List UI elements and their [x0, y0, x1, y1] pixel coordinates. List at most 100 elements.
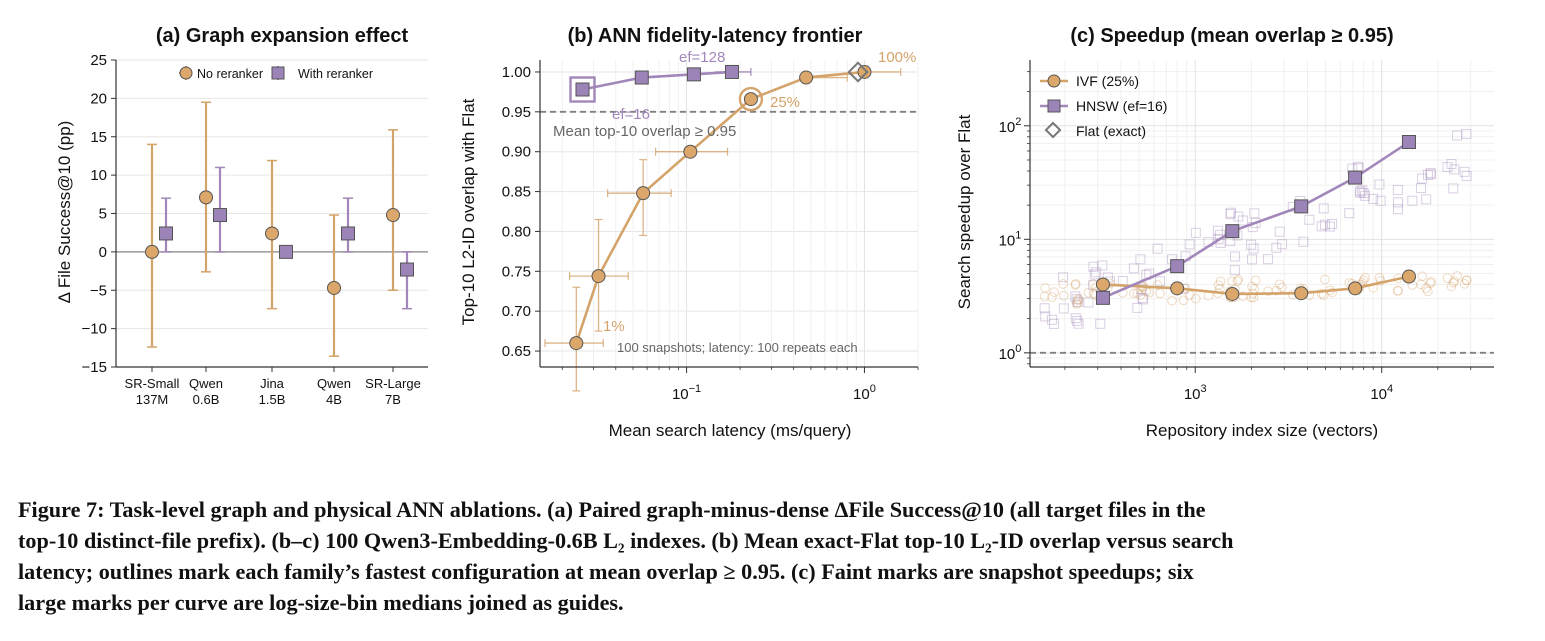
ivf-snapshot-mark	[1250, 275, 1261, 286]
hnsw-snapshot-mark	[1248, 243, 1259, 254]
hnsw-snapshot-mark	[1225, 207, 1236, 218]
panel-a-ylabel: Δ File Success@10 (pp)	[55, 121, 74, 304]
caption-line-1: Figure 7: Task-level graph and physical …	[18, 497, 1206, 522]
caption-line-2: top-10 distinct-file prefix). (b–c) 100 …	[18, 528, 1234, 553]
hnsw-snapshot-mark	[1452, 130, 1463, 141]
ivf-snapshot-mark	[1232, 276, 1243, 287]
ivf-median-point	[1294, 286, 1309, 301]
hnsw-median-point	[1225, 224, 1240, 239]
ivf-median-line	[1102, 275, 1410, 296]
hnsw-median-line	[1102, 140, 1410, 300]
hnsw-snapshot-mark	[1250, 217, 1261, 228]
ivf-highlight-outline	[738, 86, 764, 112]
ivf-snapshot-mark	[1426, 277, 1436, 287]
legend-no-reranker-marker	[179, 66, 193, 80]
ivf-snapshot-mark	[1316, 288, 1327, 299]
x-tick-label: 100	[853, 383, 876, 403]
panel-a-legend: No reranker With reranker	[179, 66, 373, 81]
hnsw-snapshot-mark	[1446, 158, 1457, 169]
x-tick-label: 1.5B	[259, 392, 286, 407]
x-tick-label: SR-Small	[125, 376, 180, 391]
hnsw-snapshot-mark	[1070, 291, 1081, 302]
ivf-snapshot-mark	[1320, 274, 1330, 285]
y-tick-label: 0	[99, 244, 107, 261]
hnsw-snapshot-mark	[1319, 219, 1330, 230]
ivf-snapshot-mark	[1416, 279, 1426, 290]
hnsw-snapshot-mark	[1089, 269, 1100, 280]
panel-b-note: 100 snapshots; latency: 100 repeats each	[617, 340, 858, 355]
hnsw-snapshot-mark	[1316, 221, 1327, 232]
hnsw-snapshot-mark	[1152, 243, 1163, 254]
ivf-snapshot-mark	[1423, 286, 1433, 297]
ivf-snapshot-mark	[1040, 283, 1051, 293]
hnsw-snapshot-mark	[1095, 318, 1106, 329]
label-ef-16: ef=16	[612, 106, 650, 123]
ivf-snapshot-mark	[1144, 287, 1154, 298]
hnsw-snapshot-mark	[1073, 318, 1084, 329]
ivf-snapshot-mark	[1058, 290, 1069, 301]
label-1-percent: 1%	[603, 318, 625, 335]
y-tick-label: 0.75	[502, 263, 531, 280]
panel-b-xlabel: Mean search latency (ms/query)	[609, 421, 852, 440]
x-tick-label: SR-Large	[365, 376, 421, 391]
ivf-snapshot-mark	[1393, 286, 1403, 296]
panel-b-ylabel: Top-10 L2-ID overlap with Flat	[459, 98, 478, 325]
ivf-point	[591, 269, 606, 284]
y-tick-label: 101	[999, 229, 1022, 249]
hnsw-median-point	[1348, 170, 1363, 185]
hnsw-snapshot-mark	[1318, 203, 1329, 214]
legend-hnsw-marker	[1047, 99, 1061, 113]
hnsw-point	[575, 82, 590, 97]
caption-line-4: large marks per curve are log-size-bin m…	[18, 590, 624, 615]
hnsw-snapshot-mark	[1225, 208, 1236, 219]
ivf-snapshot-mark	[1167, 295, 1177, 306]
ivf-snapshot-mark	[1459, 279, 1470, 289]
ivf-snapshot-mark	[1449, 276, 1460, 286]
ivf-snapshot-mark	[1213, 280, 1224, 290]
hnsw-snapshot-mark	[1449, 164, 1460, 175]
hnsw-snapshot-mark	[1213, 233, 1224, 244]
hnsw-snapshot-mark	[1229, 265, 1240, 276]
hnsw-snapshot-mark	[1392, 185, 1403, 196]
y-tick-label: 10	[90, 167, 107, 184]
ivf-snapshot-mark	[1083, 287, 1094, 298]
hnsw-line	[582, 70, 733, 91]
hnsw-snapshot-mark	[1155, 276, 1166, 287]
hnsw-snapshot-mark	[1058, 303, 1069, 314]
ivf-snapshot-mark	[1215, 276, 1226, 287]
hnsw-snapshot-mark	[1136, 284, 1147, 295]
x-tick-label: 4B	[326, 392, 342, 407]
ivf-snapshot-mark	[1461, 275, 1472, 285]
ivf-snapshot-mark	[1058, 279, 1068, 289]
ivf-snapshot-mark	[1233, 274, 1244, 285]
ivf-point	[683, 144, 698, 159]
ivf-snapshot-mark	[1178, 295, 1189, 306]
hnsw-snapshot-mark	[1417, 173, 1428, 184]
ivf-snapshot-mark	[1393, 285, 1403, 296]
y-tick-label: 100	[999, 343, 1022, 363]
hnsw-snapshot-mark	[1392, 204, 1403, 215]
hnsw-snapshot-mark	[1137, 293, 1148, 304]
hnsw-snapshot-mark	[1304, 214, 1315, 225]
y-tick-label: 5	[99, 206, 107, 223]
ivf-snapshot-mark	[1049, 287, 1059, 298]
hnsw-snapshot-mark	[1425, 167, 1436, 178]
panel-a-title: (a) Graph expansion effect	[156, 25, 409, 47]
x-tick-label: 7B	[385, 392, 401, 407]
ivf-point	[799, 70, 814, 85]
x-tick-label: 137M	[136, 392, 169, 407]
ivf-snapshot-mark	[1360, 272, 1370, 283]
ivf-snapshot-mark	[1247, 281, 1257, 292]
hnsw-snapshot-mark	[1072, 315, 1083, 326]
figure-caption: Figure 7: Task-level graph and physical …	[18, 494, 1530, 618]
y-tick-label: 0.65	[502, 343, 531, 360]
hnsw-snapshot-mark	[1274, 226, 1285, 237]
hnsw-snapshot-mark	[1091, 267, 1102, 278]
y-tick-label: 1.00	[502, 64, 531, 81]
hnsw-snapshot-mark	[1190, 227, 1201, 238]
hnsw-snapshot-mark	[1046, 314, 1057, 325]
ivf-snapshot-mark	[1073, 294, 1084, 304]
hnsw-snapshot-mark	[1422, 169, 1433, 180]
legend-flat-marker	[1044, 121, 1062, 139]
hnsw-snapshot-mark	[1039, 303, 1050, 314]
